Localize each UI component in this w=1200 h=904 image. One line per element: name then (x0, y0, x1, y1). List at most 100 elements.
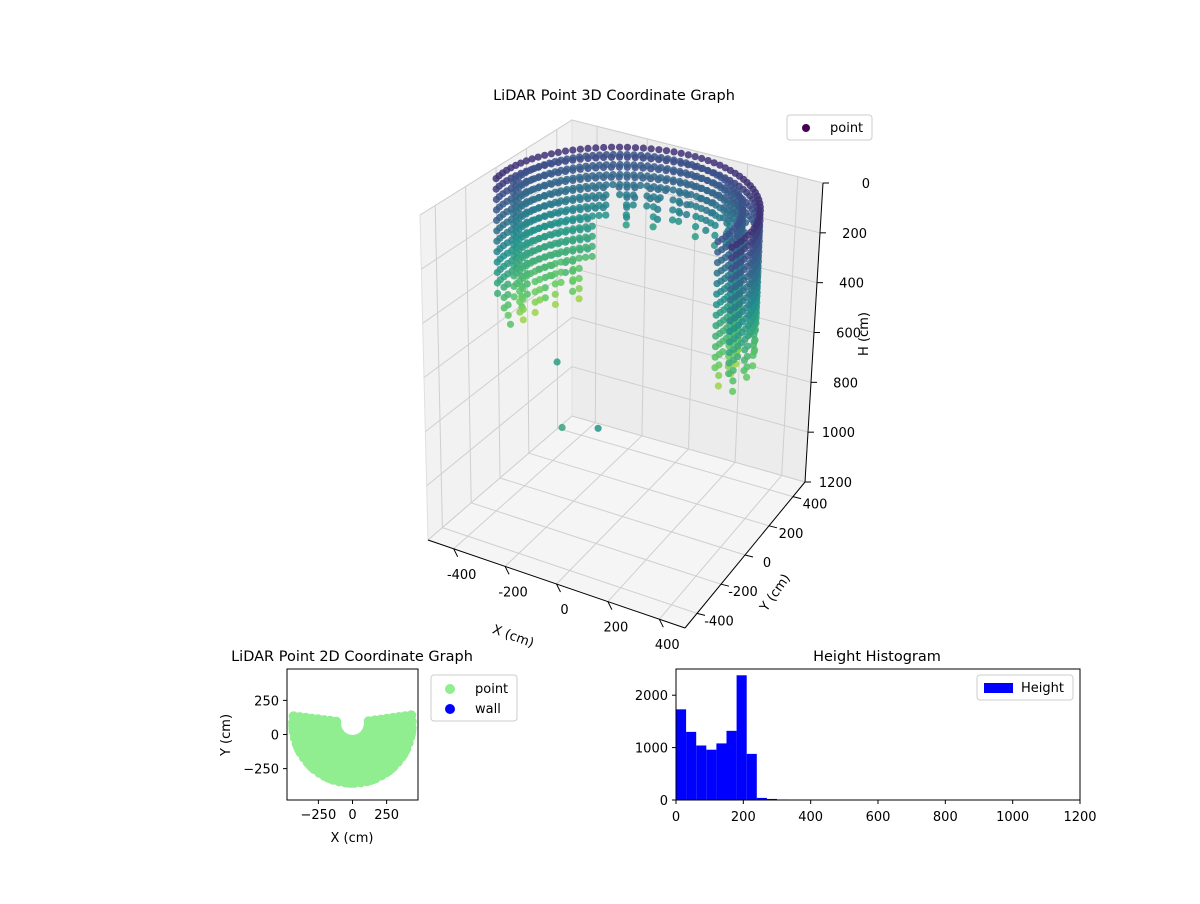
point-3d (575, 214, 584, 222)
legend-2d-label-wall: wall (475, 702, 501, 717)
point-3d (563, 216, 571, 224)
point-3d (712, 332, 720, 340)
point-3d (557, 207, 565, 215)
chart-2d-ticks: −250 0 250 250 0 −250 (243, 694, 399, 823)
y-tick-label-3d: 200 (779, 527, 804, 542)
legend-2d-marker-wall (445, 704, 455, 714)
point-3d (510, 251, 518, 259)
point-3d (510, 272, 518, 280)
point-3d (715, 371, 723, 380)
point-3d (687, 181, 695, 189)
point-3d (551, 239, 559, 247)
point-3d (727, 296, 735, 304)
histogram-bar (686, 731, 697, 800)
point-3d (683, 211, 691, 219)
point-3d (712, 311, 720, 319)
histogram-x-tick-label: 400 (798, 810, 823, 825)
point-3d (569, 154, 577, 162)
histogram-bar (736, 675, 747, 800)
chart-histogram: Height Histogram 0 200 400 600 800 1000 1200 0 1… (635, 649, 1097, 825)
point-3d (616, 181, 624, 189)
point-3d (582, 223, 590, 231)
point-3d (676, 167, 684, 175)
point-3d (656, 194, 664, 202)
point-3d (726, 327, 734, 336)
point-3d (584, 144, 592, 152)
point-3d (557, 238, 565, 246)
z-tick-label-3d: 1000 (822, 426, 855, 441)
point-3d (681, 189, 689, 197)
point-3d (713, 269, 721, 277)
grid-z (426, 366, 809, 487)
point-3d (629, 191, 638, 199)
point-3d (575, 254, 583, 262)
point-3d (582, 172, 590, 180)
point-3d (531, 308, 539, 317)
point-3d (630, 171, 638, 179)
point-3d (728, 243, 736, 251)
point-3d (669, 196, 677, 204)
point-3d (553, 358, 561, 366)
point-3d (670, 166, 678, 174)
point-3d (557, 177, 565, 185)
point-3d (541, 294, 549, 302)
point-3d (509, 178, 517, 186)
point-3d (643, 182, 651, 190)
point-3d (575, 163, 584, 171)
point-3d (582, 182, 590, 191)
x-tick-label-2d: 0 (348, 808, 356, 823)
point-3d (631, 144, 640, 152)
point-3d (677, 149, 685, 157)
point-3d (713, 280, 721, 288)
point-3d (557, 227, 565, 236)
point-3d (493, 268, 501, 277)
point-3d (725, 370, 733, 378)
point-3d (616, 191, 624, 199)
histogram-bars (676, 675, 788, 800)
point-3d (534, 153, 542, 161)
point-3d (616, 150, 624, 158)
point-3d (716, 214, 724, 222)
point-3d (657, 154, 665, 162)
point-3d (589, 182, 597, 190)
point-3d (557, 258, 565, 266)
point-3d (637, 151, 645, 159)
point-3d (714, 382, 723, 390)
point-3d (623, 181, 631, 189)
point-3d (650, 163, 658, 171)
point-3d (595, 191, 603, 199)
point-3d (551, 280, 559, 288)
point-3d (637, 161, 645, 169)
x-axis-label-3d: X (cm) (490, 622, 536, 651)
point-3d (493, 279, 501, 287)
histogram-bar (716, 743, 727, 800)
point-3d (643, 172, 652, 180)
z-tick-label-3d: 1200 (819, 476, 852, 491)
point-3d (713, 290, 721, 298)
x-tick-label-3d: -200 (498, 585, 528, 600)
point-3d (643, 192, 651, 200)
point-3d (531, 298, 539, 306)
point-3d (670, 148, 678, 156)
point-3d (551, 178, 559, 186)
point-3d (531, 278, 539, 286)
point-3d (609, 171, 617, 179)
point-3d (493, 248, 501, 256)
point-3d (602, 151, 611, 159)
point-3d (664, 155, 672, 163)
point-3d (589, 172, 597, 180)
point-3d (691, 153, 699, 161)
point-3d (557, 197, 565, 205)
point-3d (554, 148, 562, 156)
x-tick-label-3d: 200 (603, 621, 628, 636)
grid-y-floor (499, 477, 746, 556)
point-3d (688, 161, 696, 169)
point-3d (630, 181, 638, 189)
point-3d (569, 245, 577, 253)
point-3d (510, 241, 518, 249)
histogram-x-tick-label: 600 (866, 810, 891, 825)
y-tick-3d (744, 554, 754, 558)
point-3d (589, 162, 597, 170)
histogram-x-tick-label: 0 (672, 810, 680, 825)
y-tick-label-3d: -200 (728, 585, 758, 600)
